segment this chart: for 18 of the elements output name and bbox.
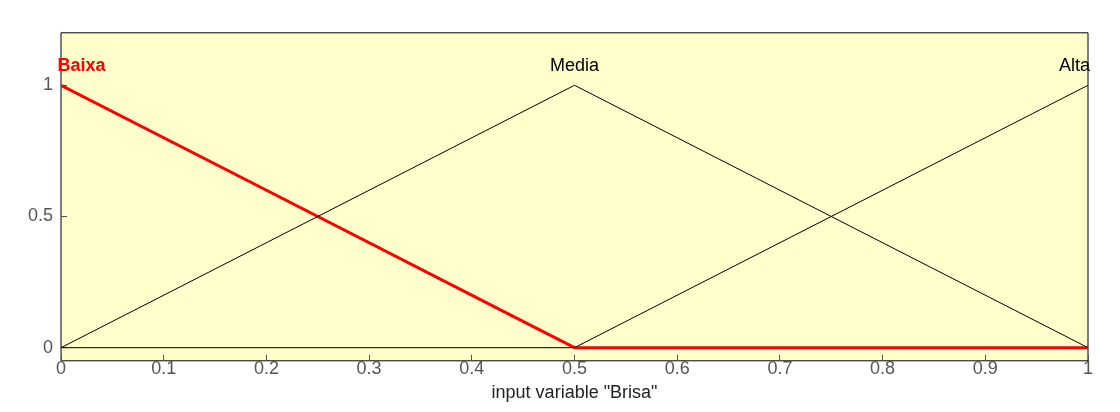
y-tick-label: 1 xyxy=(43,74,54,95)
x-tick-label: 0.4 xyxy=(459,357,485,378)
x-axis-title: input variable "Brisa" xyxy=(491,382,658,403)
series-label: Baixa xyxy=(57,55,107,76)
x-tick-label: 1 xyxy=(1082,357,1094,378)
x-tick-label: 0.7 xyxy=(767,357,793,378)
x-tick-label: 0.9 xyxy=(972,357,998,378)
series-label: Media xyxy=(550,55,601,76)
x-tick-label: 0.1 xyxy=(151,357,177,378)
x-tick-label: 0 xyxy=(56,357,67,378)
x-tick-label: 0.3 xyxy=(356,357,382,378)
x-tick-label: 0.8 xyxy=(870,357,896,378)
x-tick-label: 0.5 xyxy=(562,357,588,378)
x-tick-label: 0.6 xyxy=(664,357,690,378)
series-label: Alta xyxy=(1058,55,1091,76)
x-tick-label: 0.2 xyxy=(253,357,279,378)
y-tick-label: 0.5 xyxy=(27,205,54,226)
y-tick-label: 0 xyxy=(43,336,54,357)
